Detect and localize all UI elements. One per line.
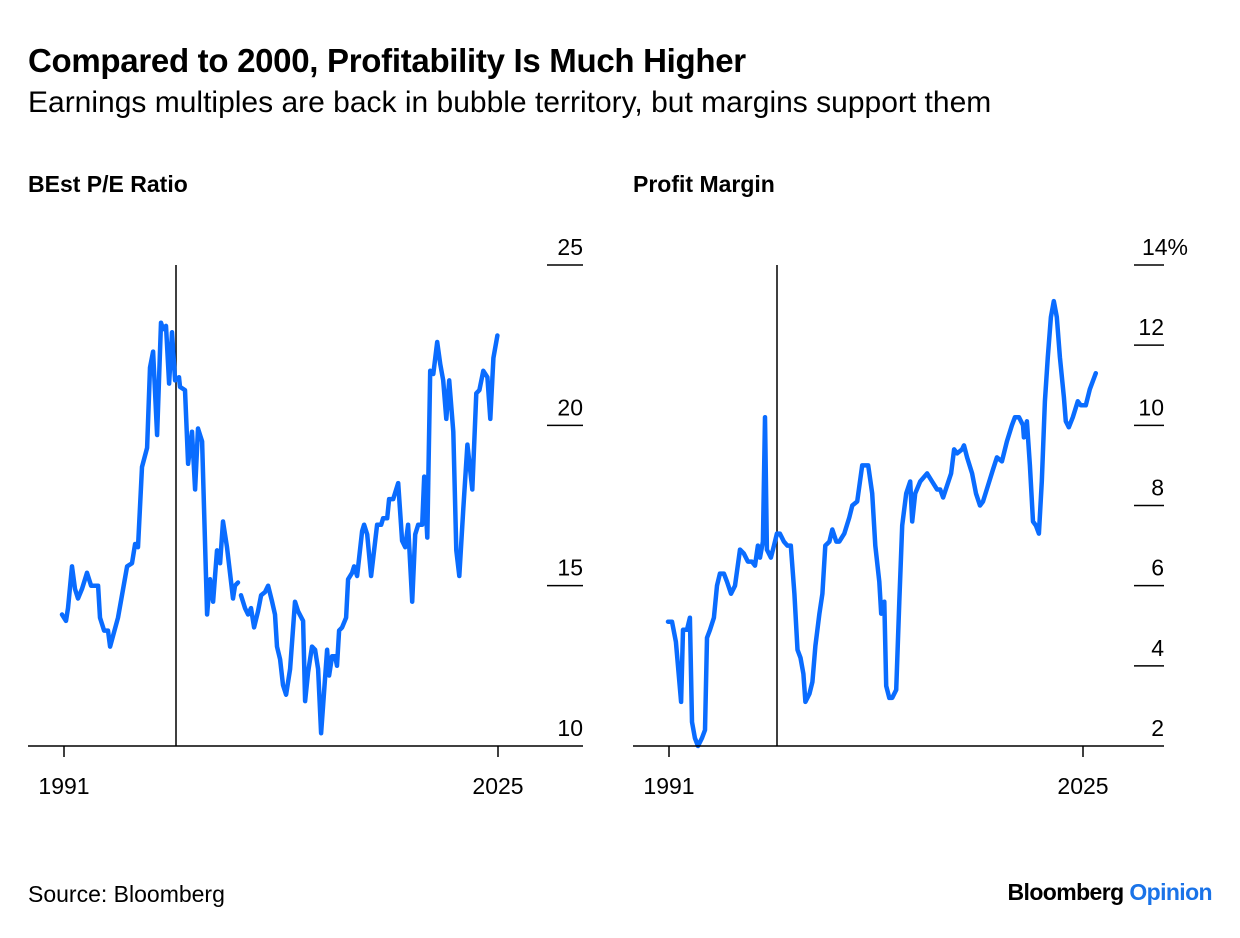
brand-primary: Bloomberg xyxy=(1007,879,1125,905)
brand-secondary: Opinion xyxy=(1129,879,1212,905)
margin-y-tick-label: 8 xyxy=(1151,475,1164,501)
pe-series-line xyxy=(238,333,500,736)
pe-y-tick-label: 25 xyxy=(557,234,583,260)
pe-y-tick-label: 20 xyxy=(557,394,583,420)
pe-series-line xyxy=(59,320,241,649)
pe-y-tick-label: 10 xyxy=(557,715,583,741)
margin-y-tick-label: 14% xyxy=(1142,234,1188,260)
margin-y-tick-label: 4 xyxy=(1151,635,1164,661)
source-note: Source: Bloomberg xyxy=(28,881,225,907)
margin-y-tick-label: 2 xyxy=(1151,715,1164,741)
chart-subtitle: Earnings multiples are back in bubble te… xyxy=(28,86,992,119)
margin-x-tick-label: 1991 xyxy=(643,773,694,799)
brand-logo: Bloomberg Opinion xyxy=(1007,879,1213,906)
pe-y-tick-label: 15 xyxy=(557,555,583,581)
pe-x-tick-label: 2025 xyxy=(472,773,523,799)
margin-y-tick-label: 10 xyxy=(1138,394,1164,420)
chart-title: Compared to 2000, Profitability Is Much … xyxy=(28,42,746,79)
margin-x-tick-label: 2025 xyxy=(1057,773,1108,799)
pe-x-tick-label: 1991 xyxy=(38,773,89,799)
margin-panel-title: Profit Margin xyxy=(633,171,775,197)
margin-series-line xyxy=(665,298,1099,749)
pe-panel-title: BEst P/E Ratio xyxy=(28,171,188,197)
margin-y-tick-label: 6 xyxy=(1151,555,1164,581)
margin-y-tick-label: 12 xyxy=(1138,314,1164,340)
